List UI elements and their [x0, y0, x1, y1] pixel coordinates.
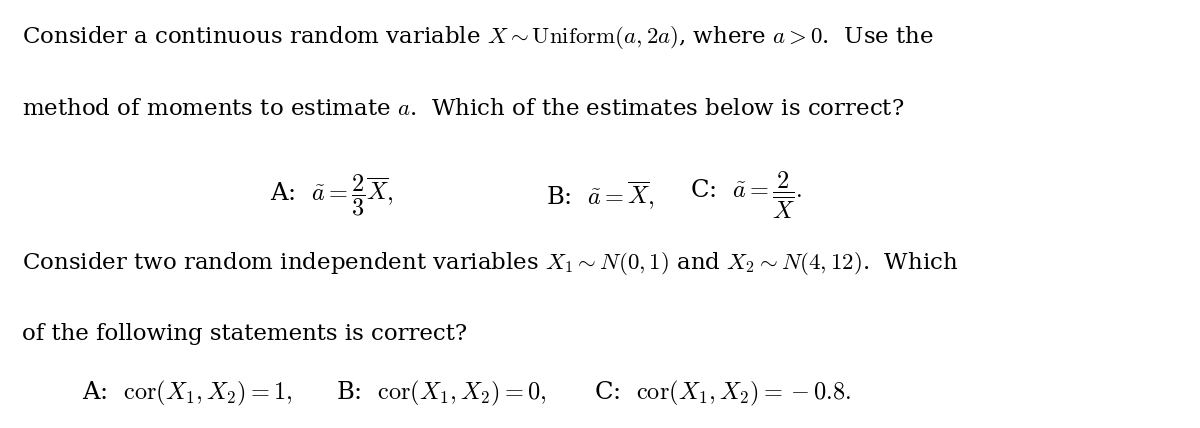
Text: method of moments to estimate $a$.  Which of the estimates below is correct?: method of moments to estimate $a$. Which…: [22, 98, 904, 120]
Text: B:  $\mathrm{cor}(X_1, X_2) = 0,$: B: $\mathrm{cor}(X_1, X_2) = 0,$: [336, 379, 547, 408]
Text: Consider two random independent variables $X_1 \sim N(0, 1)$ and $X_2 \sim N(4, : Consider two random independent variable…: [22, 250, 958, 277]
Text: A:  $\mathrm{cor}(X_1, X_2) = 1,$: A: $\mathrm{cor}(X_1, X_2) = 1,$: [82, 379, 292, 408]
Text: of the following statements is correct?: of the following statements is correct?: [22, 323, 467, 345]
Text: A:  $\tilde{a} = \dfrac{2}{3}\overline{X},$: A: $\tilde{a} = \dfrac{2}{3}\overline{X}…: [270, 172, 394, 217]
Text: C:  $\mathrm{cor}(X_1, X_2) = -0.8.$: C: $\mathrm{cor}(X_1, X_2) = -0.8.$: [594, 379, 851, 408]
Text: C:  $\tilde{a} = \dfrac{2}{\overline{X}}.$: C: $\tilde{a} = \dfrac{2}{\overline{X}}.…: [690, 169, 802, 220]
Text: Consider a continuous random variable $X \sim \mathrm{Uniform}(a, 2a)$, where $a: Consider a continuous random variable $X…: [22, 24, 934, 51]
Text: B:  $\tilde{a} = \overline{X},$: B: $\tilde{a} = \overline{X},$: [546, 179, 655, 211]
